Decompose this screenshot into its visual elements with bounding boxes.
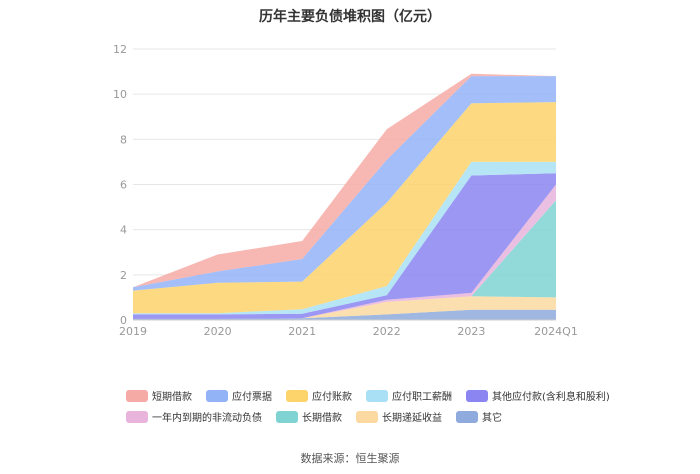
- axes: 0 2 4 6 8 10 12 2019 2020 2021 2022 2023 2024Q1: [113, 43, 578, 338]
- legend-item[interactable]: 一年内到期的非流动负债: [126, 409, 262, 424]
- legend-item[interactable]: 短期借款: [126, 388, 192, 403]
- legend-label: 应付票据: [232, 392, 272, 403]
- chart-legend: 短期借款 应付票据 应付账款 应付职工薪酬 其他应付款(含利息和股利) 一年内到期的非流动…: [126, 388, 610, 430]
- x-tick-label: 2021: [288, 325, 316, 338]
- legend-label: 其它: [482, 413, 502, 424]
- legend-item[interactable]: 长期递延收益: [356, 409, 442, 424]
- x-tick-label: 2020: [204, 325, 232, 338]
- legend-swatch: [366, 389, 388, 402]
- area-series: [133, 161, 556, 315]
- x-tick-label: 2019: [119, 325, 147, 338]
- legend-row: 短期借款 应付票据 应付账款 应付职工薪酬 其他应付款(含利息和股利): [126, 388, 610, 403]
- legend-item[interactable]: 其他应付款(含利息和股利): [466, 388, 610, 403]
- y-tick-label: 10: [113, 88, 127, 101]
- legend-label: 应付职工薪酬: [392, 392, 452, 403]
- x-tick-label: 2024Q1: [534, 325, 578, 338]
- legend-swatch: [356, 410, 378, 423]
- y-tick-label: 6: [120, 179, 127, 192]
- legend-swatch: [206, 389, 228, 402]
- legend-label: 其他应付款(含利息和股利): [492, 392, 610, 403]
- y-tick-label: 12: [113, 43, 127, 56]
- legend-item[interactable]: 长期借款: [276, 409, 342, 424]
- area-series: [133, 173, 556, 319]
- legend-swatch: [456, 410, 478, 423]
- legend-item[interactable]: 应付票据: [206, 388, 272, 403]
- legend-item[interactable]: 应付账款: [286, 388, 352, 403]
- data-source-note: 数据来源：恒生聚源: [300, 452, 400, 465]
- legend-label: 应付账款: [312, 392, 352, 403]
- legend-item[interactable]: 其它: [456, 409, 502, 424]
- legend-swatch: [126, 389, 148, 402]
- y-tick-label: 4: [120, 224, 127, 237]
- x-tick-label: 2022: [373, 325, 401, 338]
- chart-title: 历年主要负债堆积图（亿元）: [259, 9, 441, 25]
- area-series: [133, 309, 556, 320]
- legend-swatch: [466, 389, 488, 402]
- y-tick-label: 2: [120, 269, 127, 282]
- legend-swatch: [286, 389, 308, 402]
- legend-item[interactable]: 应付职工薪酬: [366, 388, 452, 403]
- legend-swatch: [276, 410, 298, 423]
- legend-label: 长期借款: [302, 413, 342, 424]
- y-tick-label: 8: [120, 133, 127, 146]
- area-series: [133, 102, 556, 314]
- legend-row: 一年内到期的非流动负债 长期借款 长期递延收益 其它: [126, 409, 596, 424]
- area-series-group: [133, 73, 556, 320]
- legend-swatch: [126, 410, 148, 423]
- area-series: [133, 76, 556, 291]
- legend-label: 一年内到期的非流动负债: [152, 413, 262, 424]
- legend-label: 短期借款: [152, 392, 192, 403]
- legend-label: 长期递延收益: [382, 413, 442, 424]
- y-tick-label: 0: [120, 314, 127, 327]
- area-series: [133, 296, 556, 319]
- stacked-area-chart: 0 2 4 6 8 10 12 2019 2020 2021 2022 2023 2024Q1: [113, 43, 578, 338]
- x-tick-label: 2023: [457, 325, 485, 338]
